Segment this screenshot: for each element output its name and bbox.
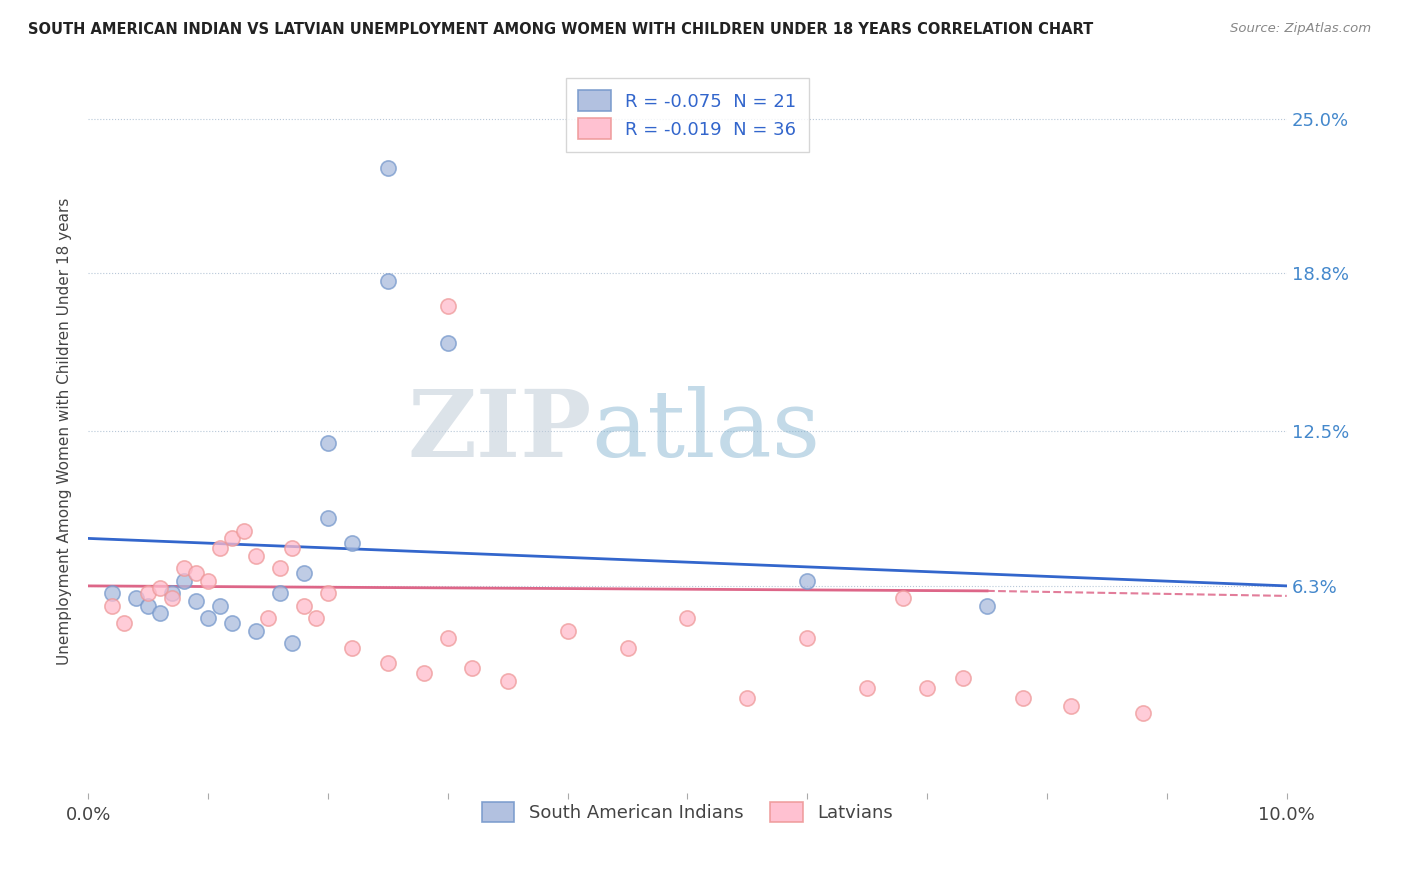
Point xyxy=(616,641,638,656)
Point xyxy=(149,607,172,621)
Point xyxy=(160,586,183,600)
Point xyxy=(136,586,159,600)
Point xyxy=(245,624,267,638)
Text: ZIP: ZIP xyxy=(408,386,592,476)
Point xyxy=(281,636,304,650)
Point xyxy=(221,616,243,631)
Point xyxy=(316,586,339,600)
Point xyxy=(856,681,879,696)
Point xyxy=(269,586,291,600)
Point xyxy=(173,574,195,588)
Point xyxy=(305,611,328,625)
Point xyxy=(340,536,363,550)
Point xyxy=(976,599,998,613)
Point xyxy=(197,574,219,588)
Point xyxy=(160,591,183,606)
Point xyxy=(737,691,759,706)
Point xyxy=(377,274,399,288)
Point xyxy=(676,611,699,625)
Point xyxy=(377,657,399,671)
Point xyxy=(316,511,339,525)
Point xyxy=(796,632,818,646)
Point xyxy=(316,436,339,450)
Point xyxy=(377,161,399,176)
Point xyxy=(436,632,458,646)
Point xyxy=(281,541,304,556)
Point xyxy=(245,549,267,563)
Point xyxy=(436,299,458,313)
Point xyxy=(796,574,818,588)
Point xyxy=(436,336,458,351)
Point xyxy=(184,566,207,581)
Point xyxy=(221,532,243,546)
Y-axis label: Unemployment Among Women with Children Under 18 years: Unemployment Among Women with Children U… xyxy=(58,197,72,665)
Point xyxy=(1060,698,1083,713)
Point xyxy=(101,599,124,613)
Point xyxy=(149,582,172,596)
Point xyxy=(557,624,579,638)
Point xyxy=(197,611,219,625)
Text: atlas: atlas xyxy=(592,386,821,476)
Point xyxy=(891,591,914,606)
Point xyxy=(496,673,519,688)
Point xyxy=(952,672,974,686)
Point xyxy=(269,561,291,575)
Point xyxy=(208,599,231,613)
Point xyxy=(136,599,159,613)
Point xyxy=(257,611,280,625)
Legend: South American Indians, Latvians: South American Indians, Latvians xyxy=(470,789,905,835)
Point xyxy=(412,666,434,681)
Point xyxy=(101,586,124,600)
Point xyxy=(233,524,256,538)
Text: SOUTH AMERICAN INDIAN VS LATVIAN UNEMPLOYMENT AMONG WOMEN WITH CHILDREN UNDER 18: SOUTH AMERICAN INDIAN VS LATVIAN UNEMPLO… xyxy=(28,22,1094,37)
Point xyxy=(1012,691,1035,706)
Point xyxy=(125,591,148,606)
Point xyxy=(292,566,315,581)
Point xyxy=(460,661,482,675)
Point xyxy=(112,616,135,631)
Point xyxy=(184,594,207,608)
Point xyxy=(915,681,938,696)
Point xyxy=(340,641,363,656)
Point xyxy=(292,599,315,613)
Point xyxy=(173,561,195,575)
Point xyxy=(208,541,231,556)
Point xyxy=(1132,706,1154,721)
Text: Source: ZipAtlas.com: Source: ZipAtlas.com xyxy=(1230,22,1371,36)
